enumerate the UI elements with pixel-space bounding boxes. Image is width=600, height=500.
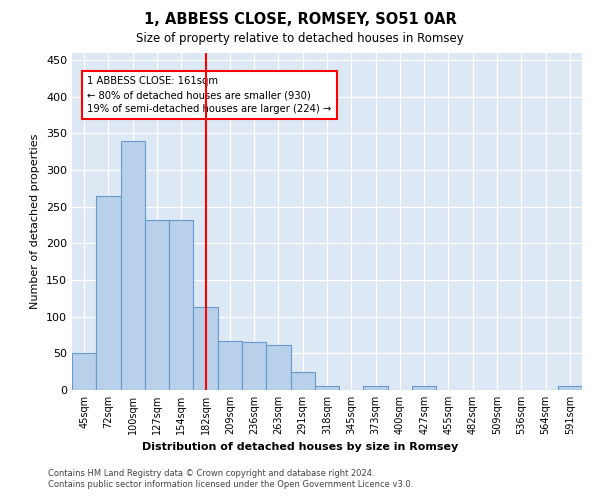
Bar — [364, 386, 388, 390]
Bar — [193, 307, 218, 390]
Text: 1 ABBESS CLOSE: 161sqm
← 80% of detached houses are smaller (930)
19% of semi-de: 1 ABBESS CLOSE: 161sqm ← 80% of detached… — [88, 76, 332, 114]
Text: Distribution of detached houses by size in Romsey: Distribution of detached houses by size … — [142, 442, 458, 452]
Bar — [72, 354, 96, 390]
Bar — [121, 140, 145, 390]
Bar — [145, 220, 169, 390]
Bar — [315, 386, 339, 390]
Bar — [412, 386, 436, 390]
Text: Contains public sector information licensed under the Open Government Licence v3: Contains public sector information licen… — [48, 480, 413, 489]
Text: Contains HM Land Registry data © Crown copyright and database right 2024.: Contains HM Land Registry data © Crown c… — [48, 469, 374, 478]
Bar — [242, 342, 266, 390]
Bar — [266, 344, 290, 390]
Bar — [558, 386, 582, 390]
Text: 1, ABBESS CLOSE, ROMSEY, SO51 0AR: 1, ABBESS CLOSE, ROMSEY, SO51 0AR — [143, 12, 457, 28]
Bar — [290, 372, 315, 390]
Bar — [96, 196, 121, 390]
Bar — [218, 341, 242, 390]
Text: Size of property relative to detached houses in Romsey: Size of property relative to detached ho… — [136, 32, 464, 45]
Bar — [169, 220, 193, 390]
Y-axis label: Number of detached properties: Number of detached properties — [31, 134, 40, 309]
